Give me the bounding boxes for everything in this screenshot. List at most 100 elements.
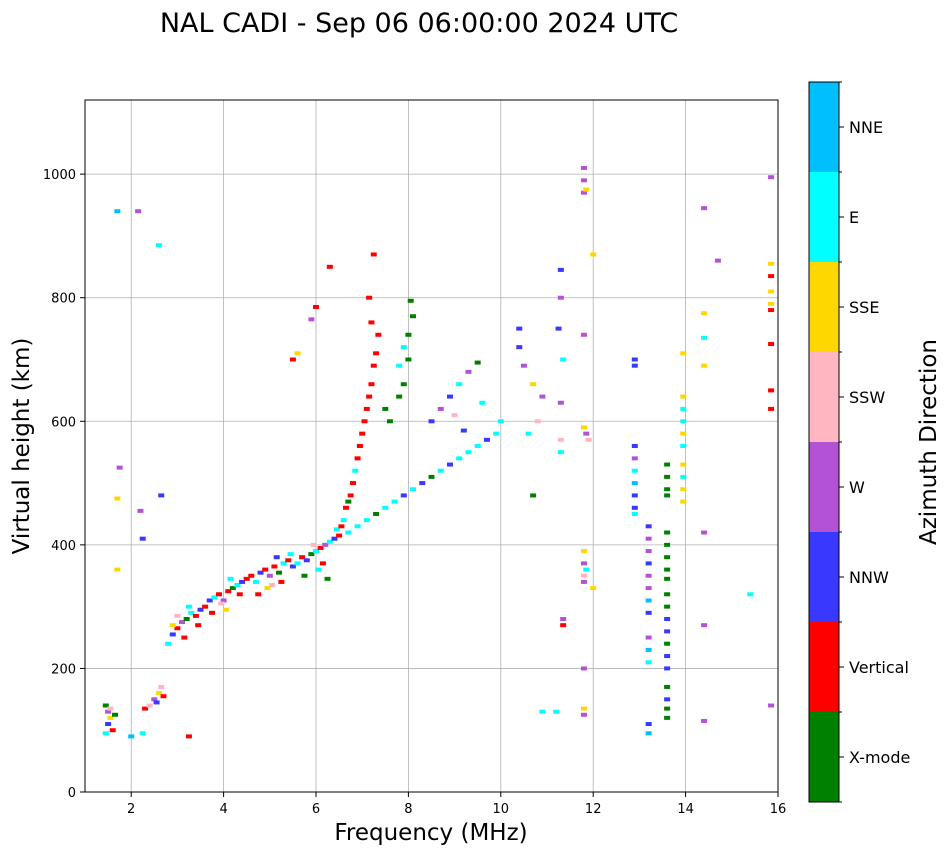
- data-point-e: [352, 468, 359, 473]
- data-point-x-mode: [664, 604, 671, 609]
- data-point-vertical: [142, 706, 149, 711]
- colorbar-tick-label: NNE: [849, 118, 883, 137]
- data-point-sse: [114, 567, 121, 572]
- data-point-vertical: [248, 573, 255, 578]
- data-point-x-mode: [405, 357, 412, 362]
- data-point-w: [645, 549, 652, 554]
- data-point-w: [714, 258, 721, 263]
- chart-title: NAL CADI - Sep 06 06:00:00 2024 UTC: [160, 8, 678, 39]
- data-point-w: [135, 209, 142, 214]
- data-point-sse: [701, 311, 708, 316]
- data-point-w: [580, 579, 587, 584]
- data-point-w: [322, 542, 329, 547]
- data-point-x-mode: [400, 382, 407, 387]
- data-point-nnw: [400, 493, 407, 498]
- data-point-nnw: [105, 722, 112, 727]
- y-tick-label: 600: [51, 415, 76, 430]
- data-point-x-mode: [664, 462, 671, 467]
- data-point-vertical: [359, 431, 366, 436]
- data-point-vertical: [319, 561, 326, 566]
- data-point-w: [645, 635, 652, 640]
- data-point-sse: [680, 487, 687, 492]
- data-point-e: [102, 731, 109, 736]
- data-point-x-mode: [229, 586, 236, 591]
- data-point-e: [185, 604, 192, 609]
- data-point-vertical: [343, 505, 350, 510]
- x-tick-label: 14: [677, 802, 694, 817]
- y-tick-label: 400: [51, 539, 76, 554]
- data-point-e: [294, 561, 301, 566]
- data-point-w: [768, 175, 775, 180]
- data-point-nnw: [331, 536, 338, 541]
- data-point-e: [539, 709, 546, 714]
- data-point-vertical: [349, 481, 356, 486]
- data-point-ssw: [218, 601, 225, 606]
- data-point-ssw: [580, 573, 587, 578]
- data-point-e: [326, 539, 333, 544]
- data-point-vertical: [278, 579, 285, 584]
- data-point-e: [188, 610, 195, 615]
- data-point-nnw: [273, 555, 280, 560]
- y-axis-label: Virtual height (km): [9, 338, 35, 555]
- data-point-w: [583, 431, 590, 436]
- data-point-vertical: [336, 533, 343, 538]
- data-point-nnw: [153, 700, 160, 705]
- data-point-w: [266, 573, 273, 578]
- data-point-ssw: [534, 419, 541, 424]
- data-point-nnw: [169, 632, 176, 637]
- data-point-nnw: [289, 564, 296, 569]
- data-point-sse: [114, 496, 121, 501]
- data-point-e: [396, 363, 403, 368]
- data-point-e: [680, 406, 687, 411]
- data-point-sse: [169, 623, 176, 628]
- data-point-vertical: [373, 351, 380, 356]
- data-point-vertical: [209, 610, 216, 615]
- data-point-x-mode: [664, 567, 671, 572]
- data-point-x-mode: [396, 394, 403, 399]
- data-point-x-mode: [405, 332, 412, 337]
- data-point-sse: [580, 425, 587, 430]
- data-point-e: [560, 357, 567, 362]
- data-point-nnw: [446, 462, 453, 467]
- data-point-e: [340, 518, 347, 523]
- data-point-vertical: [174, 626, 181, 631]
- colorbar-label: Azimuth Direction: [916, 339, 942, 545]
- colorbar-tick-label: W: [849, 478, 865, 497]
- data-point-e: [525, 431, 532, 436]
- data-point-e: [410, 487, 417, 492]
- data-point-w: [580, 332, 587, 337]
- data-point-nnw: [206, 598, 213, 603]
- plot-background: [85, 100, 778, 792]
- colorbar-segment-x-mode: [809, 712, 839, 802]
- data-point-x-mode: [407, 298, 414, 303]
- data-point-vertical: [299, 555, 306, 560]
- y-tick-label: 1000: [43, 168, 76, 183]
- x-tick-label: 4: [219, 802, 227, 817]
- data-point-x-mode: [664, 487, 671, 492]
- data-point-w: [179, 620, 186, 625]
- data-point-e: [315, 567, 322, 572]
- data-point-nnw: [257, 570, 264, 575]
- data-point-w: [645, 586, 652, 591]
- data-point-vertical: [370, 363, 377, 368]
- x-tick-label: 16: [770, 802, 787, 817]
- data-point-nnw: [516, 326, 523, 331]
- data-point-x-mode: [324, 576, 331, 581]
- colorbar-segment-nnw: [809, 532, 839, 622]
- data-point-vertical: [768, 342, 775, 347]
- colorbar-tick-label: Vertical: [849, 658, 909, 677]
- data-point-vertical: [560, 623, 567, 628]
- data-point-x-mode: [183, 617, 190, 621]
- data-point-w: [701, 623, 708, 628]
- data-point-nnw: [446, 394, 453, 399]
- data-point-x-mode: [474, 360, 481, 365]
- data-point-e: [680, 444, 687, 448]
- x-tick-label: 12: [585, 802, 602, 817]
- data-point-x-mode: [664, 715, 671, 720]
- plot-area: 2 4 6 8 10 12 14 16 0 200 400 600 800 1000: [43, 99, 787, 817]
- data-point-e: [252, 579, 259, 584]
- data-point-vertical: [255, 592, 262, 597]
- data-point-nnw: [645, 610, 652, 615]
- data-point-vertical: [768, 308, 775, 313]
- data-point-x-mode: [345, 499, 352, 504]
